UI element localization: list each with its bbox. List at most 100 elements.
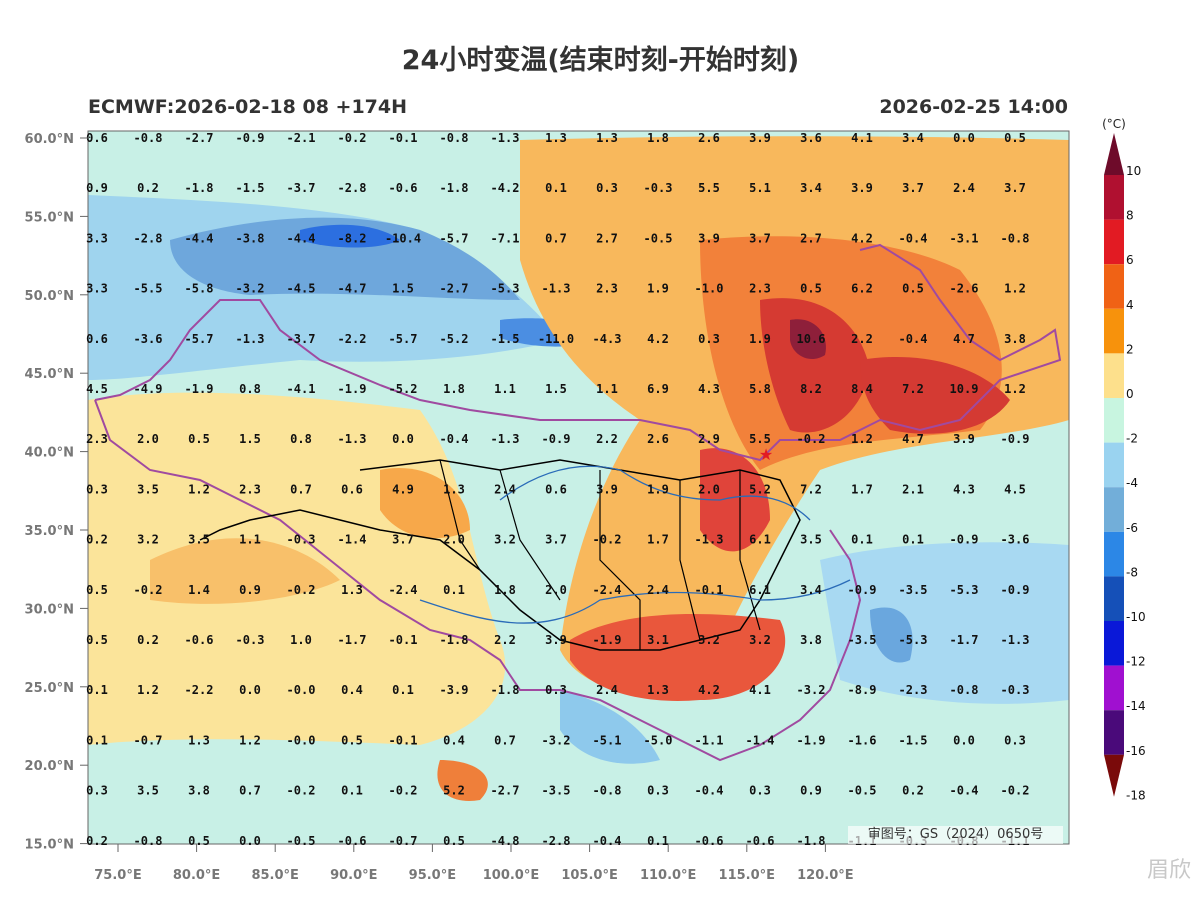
lat-tick-label: 50.0°N bbox=[25, 289, 74, 304]
grid-value-label: 0.1 bbox=[647, 834, 669, 848]
grid-value-label: -0.1 bbox=[389, 733, 418, 747]
grid-value-label: 7.2 bbox=[902, 382, 924, 396]
plot-frame bbox=[87, 130, 1070, 845]
grid-value-label: -3.6 bbox=[1001, 533, 1030, 547]
field-south-china-hot bbox=[570, 614, 786, 701]
grid-value-label: 0.7 bbox=[290, 482, 312, 496]
colorbar-label: -8 bbox=[1126, 565, 1138, 579]
grid-value-label: 0.4 bbox=[341, 683, 363, 697]
grid-value-label: 10.6 bbox=[797, 332, 826, 346]
beijing-star-icon: ★ bbox=[759, 445, 773, 464]
lon-tick-label: 85.0°E bbox=[251, 868, 298, 883]
grid-value-label: -0.6 bbox=[389, 181, 418, 195]
grid-value-label: 1.2 bbox=[188, 482, 210, 496]
grid-value-label: -3.7 bbox=[287, 181, 316, 195]
grid-value-label: -0.3 bbox=[1001, 683, 1030, 697]
grid-value-label: -4.2 bbox=[491, 181, 520, 195]
grid-value-label: 10.9 bbox=[950, 382, 979, 396]
grid-value-label: 0.0 bbox=[239, 683, 261, 697]
grid-value-label: 0.8 bbox=[290, 432, 312, 446]
grid-value-label: -2.7 bbox=[185, 131, 214, 145]
grid-value-label: 2.0 bbox=[443, 533, 465, 547]
field-south-cool bbox=[560, 690, 660, 764]
grid-value-label: 0.0 bbox=[953, 733, 975, 747]
grid-value-label: -0.2 bbox=[389, 784, 418, 798]
lat-tick-label: 25.0°N bbox=[25, 681, 74, 696]
grid-value-label: 4.3 bbox=[698, 382, 720, 396]
grid-value-label: -0.9 bbox=[848, 583, 877, 597]
grid-value-label: 0.7 bbox=[494, 733, 516, 747]
grid-value-label: 2.7 bbox=[800, 231, 822, 245]
grid-value-label: -1.7 bbox=[950, 633, 979, 647]
longitude-axis: 75.0°E 80.0°E 85.0°E 90.0°E 95.0°E 100.0°E 105… bbox=[94, 844, 854, 883]
grid-value-label: 3.5 bbox=[188, 533, 210, 547]
grid-value-label: 4.2 bbox=[851, 231, 873, 245]
colorbar-label: -6 bbox=[1126, 521, 1138, 535]
grid-value-label: 3.8 bbox=[800, 633, 822, 647]
grid-value-label: -5.7 bbox=[185, 332, 214, 346]
grid-value-label: -0.2 bbox=[338, 131, 367, 145]
grid-value-label: 1.4 bbox=[188, 583, 210, 597]
grid-value-label: 1.7 bbox=[851, 482, 873, 496]
grid-value-label: 0.5 bbox=[86, 633, 108, 647]
grid-value-label: 2.6 bbox=[698, 131, 720, 145]
grid-value-label: 0.0 bbox=[953, 131, 975, 145]
grid-value-label: 1.9 bbox=[749, 332, 771, 346]
lat-tick-label: 20.0°N bbox=[25, 759, 74, 774]
grid-value-label: 0.3 bbox=[647, 784, 669, 798]
grid-value-label: -0.8 bbox=[1001, 231, 1030, 245]
lat-tick-label: 35.0°N bbox=[25, 524, 74, 539]
grid-value-label: -0.2 bbox=[287, 583, 316, 597]
field-hot-core-1 bbox=[760, 298, 870, 433]
colorbar-segment bbox=[1104, 710, 1124, 755]
grid-value-label: -1.8 bbox=[797, 834, 826, 848]
grid-value-label: -0.5 bbox=[287, 834, 316, 848]
grid-value-label: 1.5 bbox=[545, 382, 567, 396]
grid-value-label: 0.2 bbox=[86, 834, 108, 848]
grid-value-label: 3.2 bbox=[137, 533, 159, 547]
grid-value-label: -4.1 bbox=[287, 382, 316, 396]
grid-value-label: -0.9 bbox=[236, 131, 265, 145]
grid-value-label: 2.0 bbox=[545, 583, 567, 597]
grid-value-label: 0.9 bbox=[800, 784, 822, 798]
grid-value-label: -5.2 bbox=[440, 332, 469, 346]
grid-value-label: -8.9 bbox=[848, 683, 877, 697]
grid-value-label: -0.8 bbox=[593, 784, 622, 798]
grid-value-label: -1.3 bbox=[1001, 633, 1030, 647]
grid-value-label: -0.9 bbox=[1001, 583, 1030, 597]
colorbar-segment bbox=[1104, 353, 1124, 398]
grid-value-label: -0.5 bbox=[644, 231, 673, 245]
colorbar-label: -12 bbox=[1126, 655, 1146, 669]
colorbar-segment bbox=[1104, 308, 1124, 354]
grid-value-label: 3.9 bbox=[851, 181, 873, 195]
grid-value-label: 1.1 bbox=[596, 382, 618, 396]
grid-value-label: -1.5 bbox=[236, 181, 265, 195]
grid-value-label: 0.3 bbox=[698, 332, 720, 346]
grid-value-label: -2.4 bbox=[389, 583, 418, 597]
grid-value-label: 5.2 bbox=[749, 482, 771, 496]
colorbar-segment bbox=[1104, 531, 1124, 577]
grid-value-label: -5.5 bbox=[134, 282, 163, 296]
grid-value-label: -1.7 bbox=[338, 633, 367, 647]
model-run-label: ECMWF:2026-02-18 08 +174H bbox=[88, 96, 408, 118]
grid-value-label: 2.3 bbox=[239, 482, 261, 496]
grid-value-label: 1.9 bbox=[647, 482, 669, 496]
grid-value-label: -1.4 bbox=[338, 533, 367, 547]
grid-value-label: 0.5 bbox=[188, 834, 210, 848]
grid-value-label: -5.0 bbox=[644, 733, 673, 747]
grid-value-label: -2.8 bbox=[134, 231, 163, 245]
grid-value-label: 1.5 bbox=[392, 282, 414, 296]
colorbar-label: -16 bbox=[1126, 744, 1146, 758]
grid-value-label: 2.2 bbox=[851, 332, 873, 346]
grid-value-label: 4.2 bbox=[698, 683, 720, 697]
grid-value-label: -0.4 bbox=[695, 784, 724, 798]
grid-value-label: -0.8 bbox=[134, 131, 163, 145]
grid-value-label: -10.4 bbox=[385, 231, 421, 245]
grid-value-label: -4.8 bbox=[491, 834, 520, 848]
grid-value-label: 1.5 bbox=[239, 432, 261, 446]
field-north-cold bbox=[170, 217, 520, 300]
grid-value-label: 3.3 bbox=[86, 231, 108, 245]
colorbar-label: 0 bbox=[1126, 387, 1134, 401]
colorbar-label: -14 bbox=[1126, 699, 1146, 713]
grid-value-label: -3.5 bbox=[899, 583, 928, 597]
